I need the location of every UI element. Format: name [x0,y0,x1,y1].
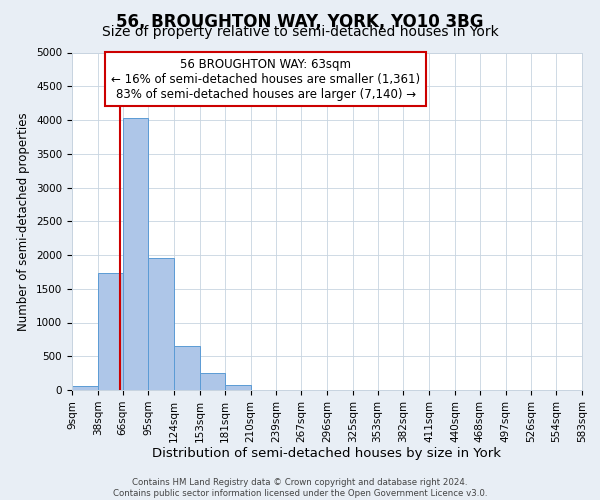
Bar [98,273,122,390]
Bar [200,374,225,390]
Text: Contains HM Land Registry data © Crown copyright and database right 2024.
Contai: Contains HM Land Registry data © Crown c… [113,478,487,498]
Bar [225,385,251,390]
X-axis label: Distribution of semi-detached houses by size in York: Distribution of semi-detached houses by … [152,448,502,460]
Bar [148,258,174,390]
Text: 56, BROUGHTON WAY, YORK, YO10 3BG: 56, BROUGHTON WAY, YORK, YO10 3BG [116,12,484,30]
Text: Size of property relative to semi-detached houses in York: Size of property relative to semi-detach… [101,25,499,39]
Text: 56 BROUGHTON WAY: 63sqm
← 16% of semi-detached houses are smaller (1,361)
83% of: 56 BROUGHTON WAY: 63sqm ← 16% of semi-de… [111,58,421,100]
Y-axis label: Number of semi-detached properties: Number of semi-detached properties [17,112,31,330]
Bar [72,386,98,390]
Bar [174,346,200,390]
Bar [122,118,148,390]
